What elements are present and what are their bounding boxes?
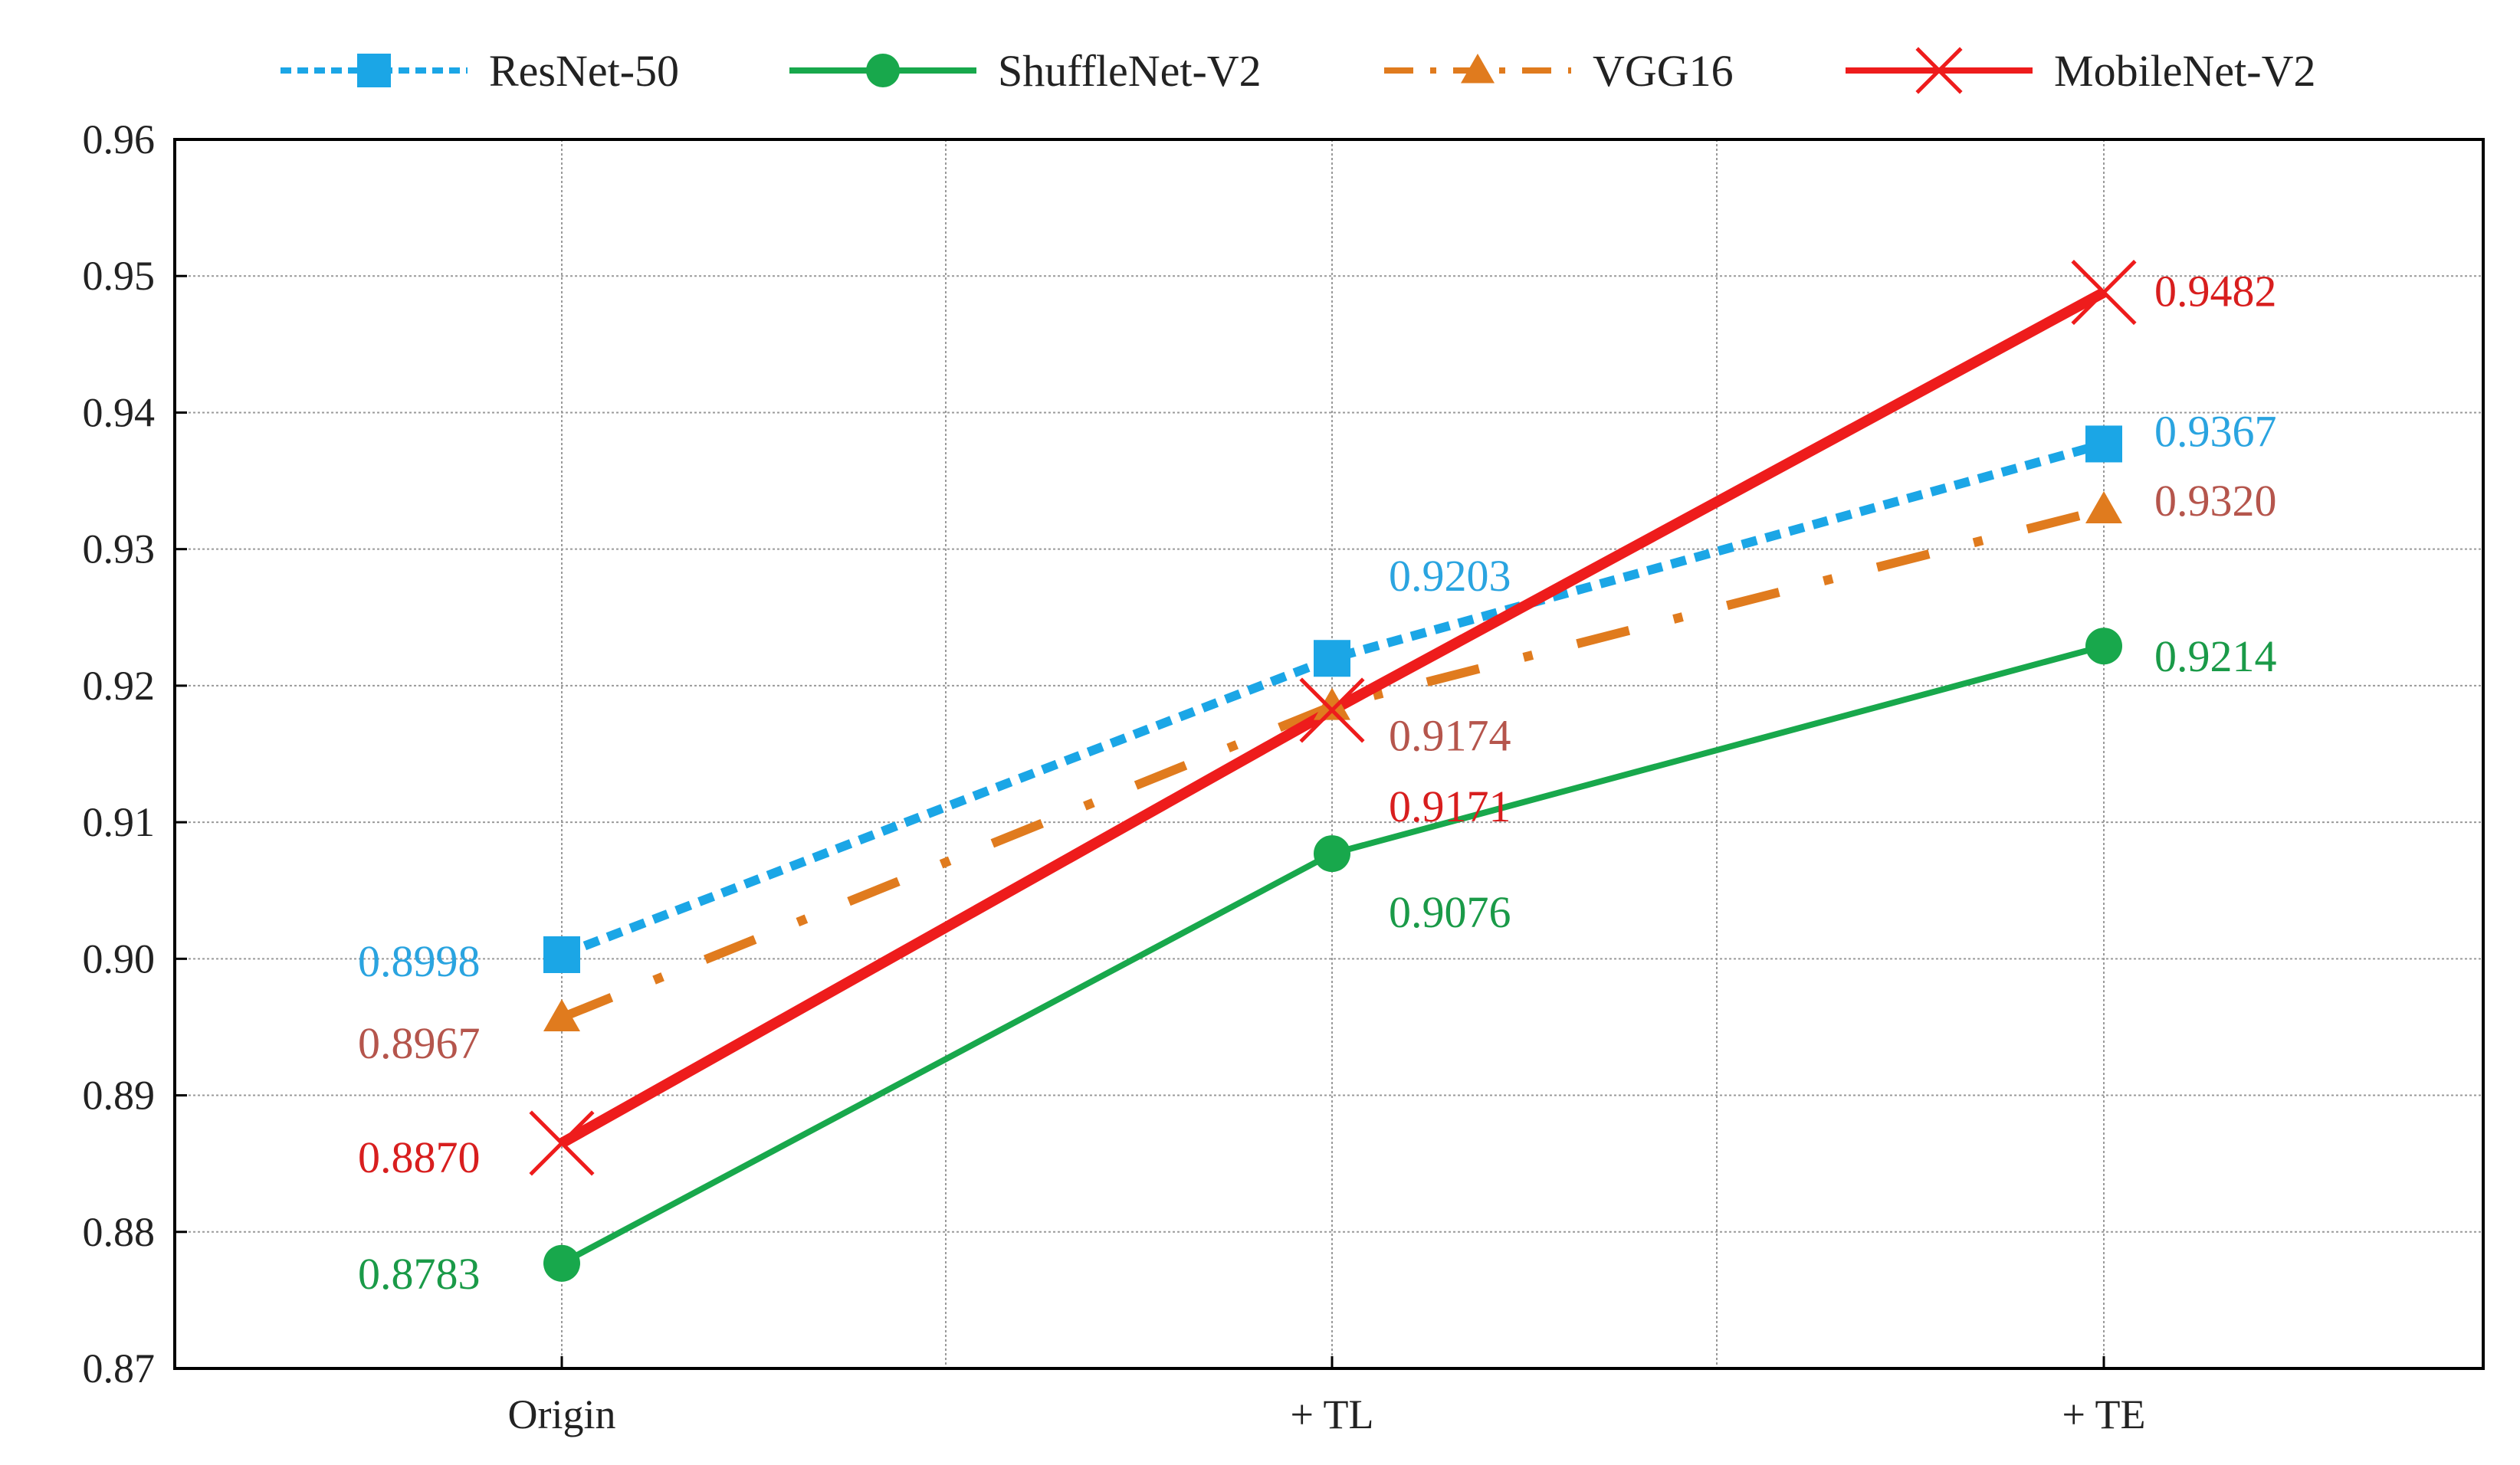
series-markers (529, 260, 2137, 1282)
x-tick-label: Origin (508, 1391, 616, 1437)
point-vgg16 (543, 998, 580, 1031)
data-labels: 0.8998 0.9203 0.9367 0.8783 0.9076 0.9214 0.89… (358, 267, 2277, 1299)
legend-marker (357, 54, 391, 87)
x-stroke (2071, 260, 2137, 326)
point-shufflenet-v2 (543, 1244, 580, 1282)
series-line-resnet-50 (559, 439, 2105, 959)
x-tick-label: + TL (1291, 1391, 1374, 1437)
legend-label: ShuffleNet-V2 (998, 46, 1262, 96)
x-stroke (529, 1110, 595, 1176)
y-tick-label: 0.92 (83, 663, 156, 709)
legend-marker (866, 54, 900, 87)
legend-label: ResNet-50 (489, 46, 679, 96)
legend-label: MobileNet-V2 (2054, 46, 2316, 96)
y-tick-label: 0.89 (83, 1073, 156, 1119)
data-label: 0.9174 (1389, 711, 1511, 761)
y-tick-label: 0.93 (83, 526, 156, 572)
point-resnet-50 (543, 936, 580, 973)
data-label: 0.9320 (2154, 476, 2277, 526)
y-tick-label: 0.91 (83, 799, 156, 845)
point-shufflenet-v2 (1314, 835, 1350, 873)
point-resnet-50 (1314, 640, 1350, 677)
data-label: 0.9367 (2154, 406, 2277, 456)
data-label: 0.9214 (2154, 631, 2277, 681)
point-mobilenet-v2 (1299, 677, 1365, 743)
data-label: 0.9171 (1389, 782, 1511, 831)
point-mobilenet-v2 (2071, 260, 2137, 326)
legend-label: VGG16 (1593, 46, 1734, 96)
data-label: 0.9076 (1389, 887, 1511, 937)
x-stroke (1915, 47, 1963, 94)
y-tick-label: 0.90 (83, 936, 156, 982)
data-label: 0.9482 (2154, 267, 2277, 316)
data-label: 0.8783 (358, 1249, 481, 1299)
y-tick-label: 0.87 (83, 1345, 156, 1391)
point-vgg16 (2085, 490, 2122, 523)
point-mobilenet-v2 (529, 1110, 595, 1176)
plot-frame (173, 138, 2485, 1370)
legend-item: ShuffleNet-V2 (789, 46, 1262, 96)
data-label: 0.8870 (358, 1132, 481, 1182)
grid-lines (175, 139, 2483, 1368)
data-label: 0.8967 (358, 1018, 481, 1068)
point-resnet-50 (2085, 425, 2122, 463)
data-label: 0.8998 (358, 936, 481, 986)
legend-item: VGG16 (1384, 46, 1734, 96)
axis-ticks: 0.87 0.88 0.89 0.90 0.91 0.92 0.93 0.94 0.95 0.96… (83, 116, 2146, 1437)
y-tick-label: 0.96 (83, 116, 156, 162)
y-tick-label: 0.94 (83, 389, 156, 435)
legend-marker (1461, 54, 1495, 84)
point-shufflenet-v2 (2085, 628, 2122, 665)
legend-item: MobileNet-V2 (1846, 46, 2316, 96)
data-label: 0.9203 (1389, 551, 1511, 601)
legend: ResNet-50 ShuffleNet-V2 VGG16 MobileNet-V2 (281, 46, 2316, 96)
legend-marker (1915, 47, 1963, 94)
legend-item: ResNet-50 (281, 46, 679, 96)
x-stroke (1299, 677, 1365, 743)
y-tick-label: 0.95 (83, 253, 156, 299)
point-vgg16 (1314, 687, 1350, 720)
x-tick-label: + TE (2062, 1391, 2146, 1437)
y-tick-label: 0.88 (83, 1209, 156, 1255)
